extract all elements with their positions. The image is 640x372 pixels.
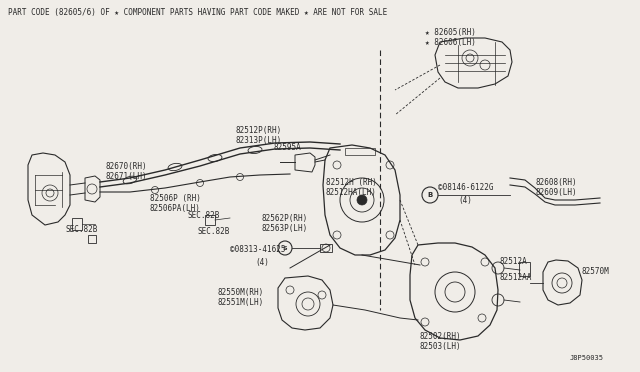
Ellipse shape (168, 163, 182, 171)
Text: 82502(RH): 82502(RH) (420, 331, 461, 340)
Text: 82503(LH): 82503(LH) (420, 341, 461, 350)
Text: 82506P (RH): 82506P (RH) (150, 193, 201, 202)
Text: 82562P(RH): 82562P(RH) (262, 214, 308, 222)
Text: B: B (428, 192, 433, 198)
Text: 82671(LH): 82671(LH) (105, 173, 147, 182)
Text: SEC.82B: SEC.82B (65, 225, 97, 234)
Text: S: S (283, 246, 287, 250)
Ellipse shape (208, 154, 222, 161)
Ellipse shape (248, 147, 262, 154)
Text: 82550M(RH): 82550M(RH) (218, 288, 264, 296)
Circle shape (357, 195, 367, 205)
Text: 82512P(RH): 82512P(RH) (235, 125, 281, 135)
Text: 82570M: 82570M (582, 267, 610, 276)
Ellipse shape (123, 176, 137, 184)
Text: ★ 82605(RH): ★ 82605(RH) (425, 28, 476, 36)
Text: SEC.82B: SEC.82B (188, 211, 220, 219)
Text: 82595A: 82595A (273, 144, 301, 153)
Text: PART CODE (82605/6) OF ★ COMPONENT PARTS HAVING PART CODE MAKED ★ ARE NOT FOR SA: PART CODE (82605/6) OF ★ COMPONENT PARTS… (8, 9, 387, 17)
Text: 82608(RH): 82608(RH) (535, 179, 577, 187)
Text: ★ 82606(LH): ★ 82606(LH) (425, 38, 476, 46)
Text: SEC.82B: SEC.82B (198, 228, 230, 237)
Text: 82506PA(LH): 82506PA(LH) (150, 203, 201, 212)
Text: J8P50035: J8P50035 (570, 355, 604, 361)
Text: 82563P(LH): 82563P(LH) (262, 224, 308, 232)
Text: 82512A: 82512A (500, 257, 528, 266)
Text: (4): (4) (255, 257, 269, 266)
Text: 82512H (RH): 82512H (RH) (326, 179, 377, 187)
Text: ©08146-6122G: ©08146-6122G (438, 183, 493, 192)
Text: 82551M(LH): 82551M(LH) (218, 298, 264, 307)
Text: 82609(LH): 82609(LH) (535, 189, 577, 198)
Text: 82512AA: 82512AA (500, 273, 532, 282)
Text: ©08313-41625: ©08313-41625 (230, 246, 285, 254)
Text: 82313P(LH): 82313P(LH) (235, 135, 281, 144)
Text: 82670(RH): 82670(RH) (105, 163, 147, 171)
Text: (4): (4) (458, 196, 472, 205)
Text: 82512HA(LH): 82512HA(LH) (326, 189, 377, 198)
